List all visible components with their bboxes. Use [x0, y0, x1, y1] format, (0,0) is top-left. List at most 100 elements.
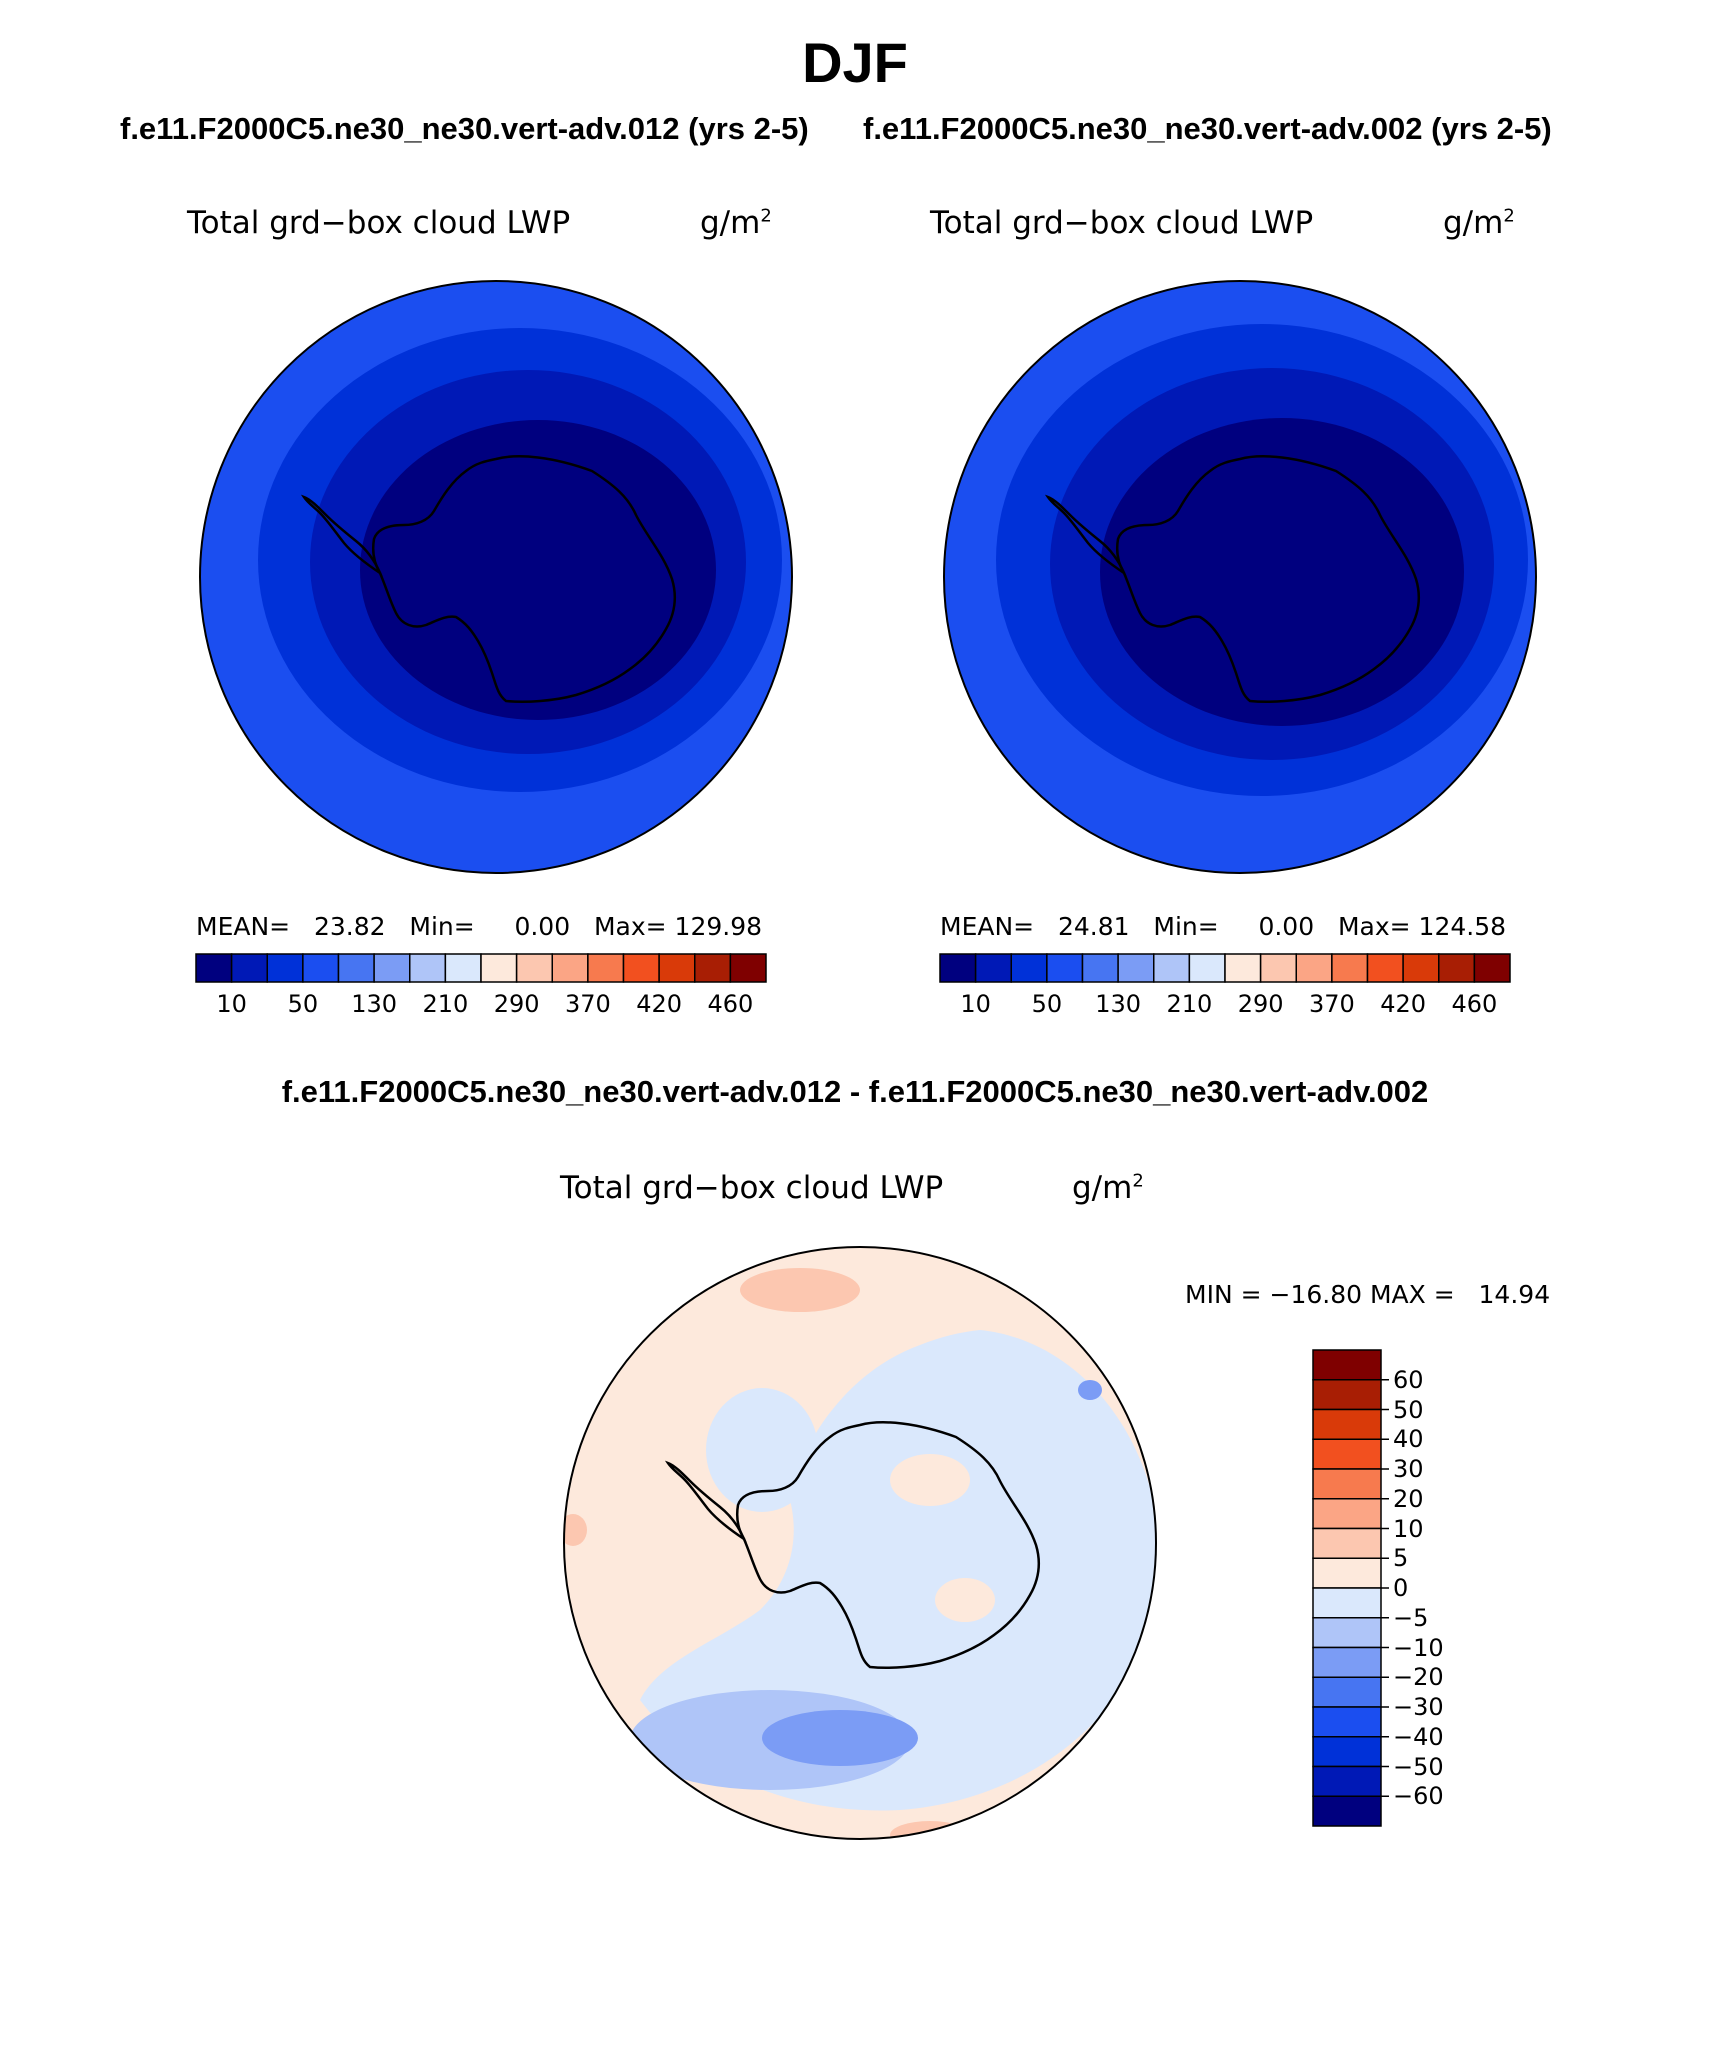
panel1-colorbar-tick-label: 10 [216, 990, 247, 1018]
panel1-min-label: Min= [409, 912, 475, 941]
panel1-colorbar-swatch [409, 953, 447, 983]
panel2-colorbar-swatch [1046, 953, 1084, 983]
diff-colorbar-swatch [1312, 1408, 1382, 1440]
panel1-map-boundary [199, 280, 793, 874]
panel1-colorbar-swatch [515, 953, 553, 983]
diff-colorbar-tick-label: −20 [1393, 1663, 1444, 1692]
panel2-colorbar-swatch [1438, 953, 1476, 983]
panel1-colorbar-tick-label: 290 [493, 990, 540, 1018]
diff-colorbar-tick-label: −40 [1393, 1722, 1444, 1751]
diff-colorbar-swatch [1312, 1468, 1382, 1500]
diff-colorbar-tick-label: 30 [1393, 1455, 1424, 1483]
panel2-colorbar-swatch [1117, 953, 1155, 983]
panel1-max-label: Max= [593, 912, 667, 941]
panel1-colorbar-swatch [480, 953, 518, 983]
panel2-colorbar-swatch [1473, 953, 1511, 983]
panel2-stats: MEAN= 24.81 Min= 0.00 Max= 124.58 [940, 912, 1506, 941]
panel2-colorbar-swatch [939, 953, 977, 983]
diff-map [563, 1246, 1157, 1840]
panel1-colorbar-tick-label: 420 [636, 990, 683, 1018]
panel2-colorbar-swatch [1153, 953, 1191, 983]
panel1-map [199, 280, 793, 874]
panel2-colorbar-swatch [1081, 953, 1119, 983]
diff-colorbar-tick-label: 40 [1393, 1425, 1424, 1454]
panel2-map [943, 280, 1537, 874]
diff-colorbar-swatch [1312, 1349, 1382, 1381]
panel1-colorbar-swatch [302, 953, 340, 983]
panel2-colorbar-swatch [1224, 953, 1262, 983]
diff-units: g/m2 [1072, 1170, 1144, 1206]
panel1-colorbar-tick-label: 370 [564, 990, 611, 1018]
panel1-colorbar-swatch [694, 953, 732, 983]
diff-min-label: MIN = [1185, 1280, 1262, 1309]
panel1-colorbar-swatch [551, 953, 589, 983]
diff-colorbar-tick-label: 5 [1393, 1544, 1409, 1573]
panel1-colorbar-swatch [337, 953, 375, 983]
diff-contour-pos-inland2 [935, 1578, 995, 1622]
diff-colorbar-tick-label: −50 [1393, 1752, 1444, 1781]
diff-contour-pos-strong-west [564, 1514, 587, 1546]
panel1-colorbar-tick-label: 210 [422, 990, 469, 1018]
panel2-colorbar-swatch [1188, 953, 1226, 983]
diff-colorbar-swatch [1312, 1765, 1382, 1797]
panel1-colorbar-swatch [729, 953, 767, 983]
panel2-colorbar-tick-label: 370 [1308, 990, 1355, 1018]
panel2-mean-value: 24.81 [1057, 912, 1130, 941]
diff-variable: Total grd−box cloud LWP [560, 1170, 944, 1206]
panel2-colorbar-tick-label: 460 [1451, 990, 1498, 1018]
panel1-variable: Total grd−box cloud LWP [187, 205, 571, 241]
panel1-colorbar-swatch [195, 953, 233, 983]
diff-contour-neg-strong [762, 1710, 918, 1766]
diff-colorbar-swatch [1312, 1706, 1382, 1738]
panel2-min-value: 0.00 [1258, 912, 1315, 941]
panel2-units: g/m2 [1443, 205, 1515, 241]
diff-colorbar-tick-label: 0 [1393, 1574, 1409, 1602]
panel2-min-label: Min= [1153, 912, 1219, 941]
panel2-colorbar-swatch [974, 953, 1012, 983]
panel2-colorbar-swatch [1366, 953, 1404, 983]
panel1-colorbar-swatch [373, 953, 411, 983]
panel1-colorbar [195, 953, 767, 983]
panel2-map-boundary [943, 280, 1537, 874]
diff-minmax: MIN = −16.80 MAX = 14.94 [1185, 1280, 1550, 1309]
panel2-colorbar-tick-label: 130 [1095, 990, 1142, 1018]
diff-colorbar-tick-label: 10 [1393, 1514, 1424, 1543]
diff-colorbar-swatch [1312, 1617, 1382, 1649]
case-left-title: f.e11.F2000C5.ne30_ne30.vert-adv.012 (yr… [120, 111, 809, 146]
panel1-colorbar-swatch [266, 953, 304, 983]
panel2-max-label: Max= [1337, 912, 1411, 941]
panel1-colorbar-tick-label: 460 [707, 990, 754, 1018]
panel2-colorbar-swatch [1010, 953, 1048, 983]
panel2-colorbar-swatch [1295, 953, 1333, 983]
diff-colorbar [1312, 1349, 1389, 1827]
panel2-mean-label: MEAN= [940, 912, 1035, 941]
panel1-colorbar-swatch [587, 953, 625, 983]
diff-contour-pos-strong-north [740, 1268, 860, 1312]
panel1-colorbar-swatch [444, 953, 482, 983]
diff-colorbar-tick-label: 60 [1393, 1365, 1424, 1394]
diff-contour-neg-west [706, 1388, 818, 1512]
case-right-title: f.e11.F2000C5.ne30_ne30.vert-adv.002 (yr… [863, 111, 1552, 146]
diff-colorbar-tick-label: −5 [1393, 1603, 1429, 1632]
diff-title: f.e11.F2000C5.ne30_ne30.vert-adv.012 - f… [281, 1074, 1429, 1109]
panel1-max-value: 129.98 [674, 912, 763, 941]
panel2-max-value: 124.58 [1418, 912, 1507, 941]
diff-map-boundary [563, 1246, 1157, 1840]
panel2-contour-core [1100, 418, 1464, 726]
diff-colorbar-swatch [1312, 1676, 1382, 1708]
diff-colorbar-swatch [1312, 1646, 1382, 1678]
diff-colorbar-swatch [1312, 1498, 1382, 1530]
diff-contour-pos-inland [890, 1454, 970, 1506]
panel1-contour-core [360, 420, 716, 720]
diff-colorbar-tick-label: 20 [1393, 1484, 1424, 1513]
diff-colorbar-swatch [1312, 1736, 1382, 1768]
diff-colorbar-swatch [1312, 1379, 1382, 1411]
panel2-colorbar-tick-label: 10 [960, 990, 991, 1018]
panel2-colorbar-swatch [1259, 953, 1297, 983]
panel1-colorbar-swatch [230, 953, 268, 983]
diff-min-value: −16.80 [1269, 1280, 1363, 1309]
diff-contour-neg-strong-small [1078, 1380, 1102, 1400]
panel2-colorbar-swatch [1331, 953, 1369, 983]
panel2-variable: Total grd−box cloud LWP [930, 205, 1314, 241]
panel1-colorbar-swatch [658, 953, 696, 983]
